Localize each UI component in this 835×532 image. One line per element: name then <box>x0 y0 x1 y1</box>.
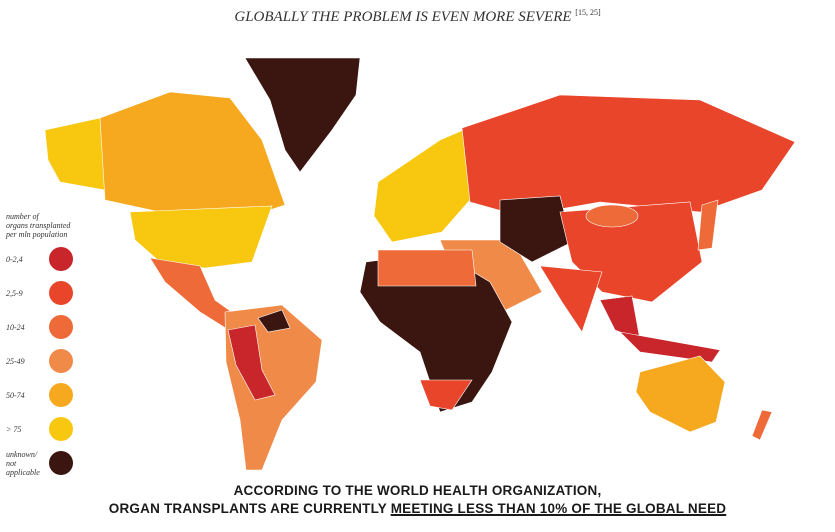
title: GLOBALLY THE PROBLEM IS EVEN MORE SEVERE <box>234 9 572 25</box>
greenland <box>244 57 361 173</box>
legend-label: unknown/ not applicable <box>6 449 40 477</box>
se-asia <box>599 295 641 341</box>
legend-title-line: number of <box>6 212 39 221</box>
legend-label: 2,5-9 <box>6 288 23 298</box>
south-africa <box>419 379 473 411</box>
australia <box>635 355 726 433</box>
legend-swatch <box>49 383 73 407</box>
legend-item: unknown/ not applicable <box>6 449 98 477</box>
title-block: GLOBALLY THE PROBLEM IS EVEN MORE SEVERE… <box>0 8 835 26</box>
legend-swatch-box <box>49 417 73 441</box>
indonesia <box>619 331 721 363</box>
legend-swatch <box>49 417 73 441</box>
legend-item: 25-49 <box>6 347 98 375</box>
legend-swatch <box>49 281 73 305</box>
legend: number of organs transplanted per mln po… <box>6 212 98 477</box>
japan <box>697 199 719 251</box>
legend-swatch <box>49 315 73 339</box>
guianas <box>257 309 291 333</box>
legend-item: 10-24 <box>6 313 98 341</box>
europe <box>373 127 471 243</box>
legend-item: 2,5-9 <box>6 279 98 307</box>
legend-label: 25-49 <box>6 356 25 366</box>
legend-label: 50-74 <box>6 390 25 400</box>
legend-title-line: organs transplanted <box>6 221 71 230</box>
citation: [15, 25] <box>575 8 601 17</box>
legend-swatch <box>49 247 73 271</box>
india <box>539 265 603 333</box>
footer-text: ORGAN TRANSPLANTS ARE CURRENTLY <box>108 501 387 516</box>
new-zealand <box>751 409 773 441</box>
alaska <box>44 117 106 191</box>
legend-swatch <box>49 349 73 373</box>
legend-label: 10-24 <box>6 322 25 332</box>
andes <box>227 324 276 401</box>
central-asia <box>499 195 573 263</box>
legend-swatch-box <box>49 315 73 339</box>
russia <box>461 94 796 217</box>
legend-label: 0-2,4 <box>6 254 23 264</box>
legend-items: 0-2,4 2,5-9 10-24 25-49 50-74 > 75 unknown/ no… <box>6 245 98 477</box>
canada <box>99 91 286 219</box>
legend-swatch-box <box>49 383 73 407</box>
legend-item: 0-2,4 <box>6 245 98 273</box>
footer-line: ORGAN TRANSPLANTS ARE CURRENTLY MEETING … <box>0 500 835 518</box>
footer: ACCORDING TO THE WORLD HEALTH ORGANIZATI… <box>0 482 835 518</box>
world-map <box>44 57 796 471</box>
legend-item: > 75 <box>6 415 98 443</box>
north-africa <box>377 249 477 287</box>
footer-highlight: MEETING LESS THAN 10% OF THE GLOBAL NEED <box>390 501 727 516</box>
legend-label: > 75 <box>6 424 22 434</box>
usa <box>129 205 273 269</box>
legend-item: 50-74 <box>6 381 98 409</box>
legend-swatch-box <box>49 349 73 373</box>
footer-line: ACCORDING TO THE WORLD HEALTH ORGANIZATI… <box>233 483 602 498</box>
legend-title-line: per mln population <box>6 230 68 239</box>
legend-swatch-box <box>49 451 73 475</box>
legend-swatch <box>49 451 73 475</box>
legend-swatch-box <box>49 281 73 305</box>
mongolia <box>585 204 639 228</box>
legend-swatch-box <box>49 247 73 271</box>
